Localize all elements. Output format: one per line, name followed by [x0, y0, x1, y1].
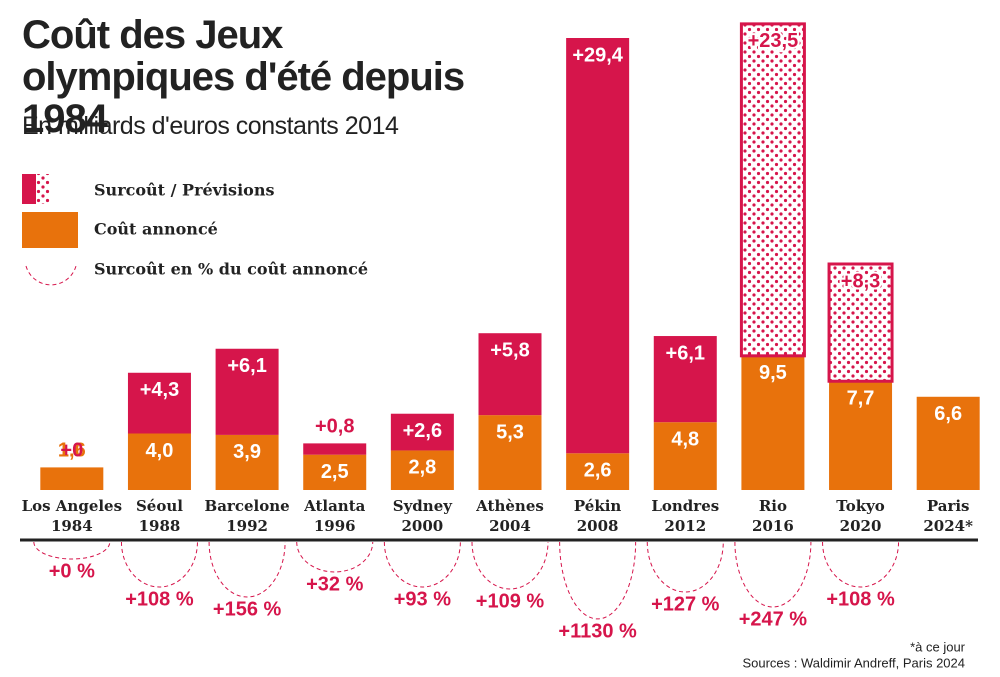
bar-segment [127, 372, 191, 434]
bar-segment [127, 433, 191, 490]
data-label: 5,3 [496, 421, 524, 443]
overrun-label: +1130 % [558, 620, 637, 642]
overrun-label: +108 % [826, 588, 895, 610]
overrun-arc [208, 541, 286, 598]
x-tick-label: Paris [927, 497, 970, 515]
bar-segment [739, 22, 806, 358]
data-label: 3,9 [233, 441, 261, 463]
data-label: 2,6 [584, 460, 612, 482]
overrun-arc [559, 541, 637, 620]
data-label: 2,8 [408, 457, 436, 479]
data-label: +4,3 [140, 379, 179, 401]
x-tick-label: 2020 [840, 517, 882, 535]
overrun-arc [296, 541, 374, 573]
data-label: 1,6 [58, 440, 86, 462]
bar-segment [827, 262, 894, 383]
overrun-arc [734, 541, 812, 608]
note: *à ce jour [910, 639, 966, 654]
data-label: 4,8 [671, 428, 699, 450]
data-label: 9,5 [759, 362, 787, 384]
overrun-arc [120, 541, 198, 588]
overrun-label: +93 % [394, 588, 451, 610]
overrun-arc [383, 541, 461, 588]
data-label: +0,8 [315, 416, 354, 438]
data-label: +8,3 [841, 270, 880, 292]
chart-subtitle: En milliards d'euros constants 2014 [22, 112, 399, 140]
bar-segment [741, 355, 805, 490]
x-tick-label: Rio [759, 497, 787, 515]
overrun-label: +108 % [125, 588, 194, 610]
x-tick-label: 2016 [752, 517, 794, 535]
bar-segment [478, 333, 542, 416]
data-label: 7,7 [847, 388, 875, 410]
overrun-label: +32 % [306, 573, 363, 595]
bar-segment [215, 434, 279, 490]
x-tick-label: Tokyo [836, 497, 885, 515]
overrun-arc [646, 541, 724, 593]
data-label: 4,0 [146, 440, 174, 462]
bar-segment [653, 336, 717, 423]
x-tick-label: Séoul [136, 497, 183, 515]
data-label: 2,5 [321, 461, 349, 483]
x-tick-label: 1992 [226, 517, 268, 535]
x-tick-label: 2012 [664, 517, 706, 535]
bar-segment [478, 415, 542, 490]
data-label: +2,6 [403, 420, 442, 442]
legend-label: Surcoût en % du coût annoncé [94, 260, 368, 279]
data-label: +23,5 [748, 30, 799, 52]
x-tick-label: 2004 [489, 517, 531, 535]
overrun-arc [471, 541, 549, 590]
chart-title: Coût des Jeux olympiques d'été depuis 19… [22, 13, 465, 141]
x-tick-label: 2000 [401, 517, 443, 535]
legend-swatch-pattern [36, 174, 50, 204]
bar-segment [566, 453, 630, 490]
overrun-label: +247 % [739, 608, 808, 630]
bar-segment [40, 467, 104, 490]
overrun-label: +0 % [49, 560, 95, 582]
bar-segment [653, 422, 717, 490]
x-tick-label: 2024* [923, 517, 973, 535]
x-tick-label: Londres [651, 497, 719, 515]
data-label: 6,6 [934, 403, 962, 425]
overrun-label: +156 % [213, 598, 282, 620]
x-tick-label: 1988 [139, 517, 181, 535]
legend-swatch [22, 212, 78, 248]
x-tick-label: Los Angeles [22, 497, 122, 515]
bar-segment [390, 413, 454, 451]
legend-label: Coût annoncé [94, 220, 218, 239]
data-label: +5,8 [490, 339, 529, 361]
x-tick-label: 2008 [577, 517, 619, 535]
data-label: +6,1 [227, 355, 266, 377]
data-label: +29,4 [572, 44, 623, 66]
overrun-label: +127 % [651, 593, 720, 615]
bar-segment [916, 396, 980, 490]
data-label: +0 [60, 440, 83, 462]
bar-segment [303, 454, 367, 490]
legend-swatch-arc [25, 265, 77, 286]
bar-segment [390, 450, 454, 490]
x-tick-label: 1996 [314, 517, 356, 535]
x-tick-label: Atlanta [303, 497, 366, 515]
bar-segment [215, 348, 279, 435]
bar-segment [829, 381, 893, 490]
x-tick-label: Barcelone [205, 497, 290, 515]
x-tick-label: Sydney [393, 497, 453, 515]
data-label: +6,1 [666, 342, 705, 364]
bar-segment [303, 443, 367, 455]
overrun-arc [33, 541, 111, 560]
overrun-arc [822, 541, 900, 588]
bar-segment [566, 38, 630, 454]
x-tick-label: 1984 [51, 517, 93, 535]
x-tick-label: Pékin [574, 497, 622, 515]
x-tick-label: Athènes [475, 497, 544, 515]
overrun-label: +109 % [476, 590, 545, 612]
legend-label: Surcoût / Prévisions [94, 181, 274, 200]
source: Sources : Waldimir Andreff, Paris 2024 [742, 655, 965, 670]
